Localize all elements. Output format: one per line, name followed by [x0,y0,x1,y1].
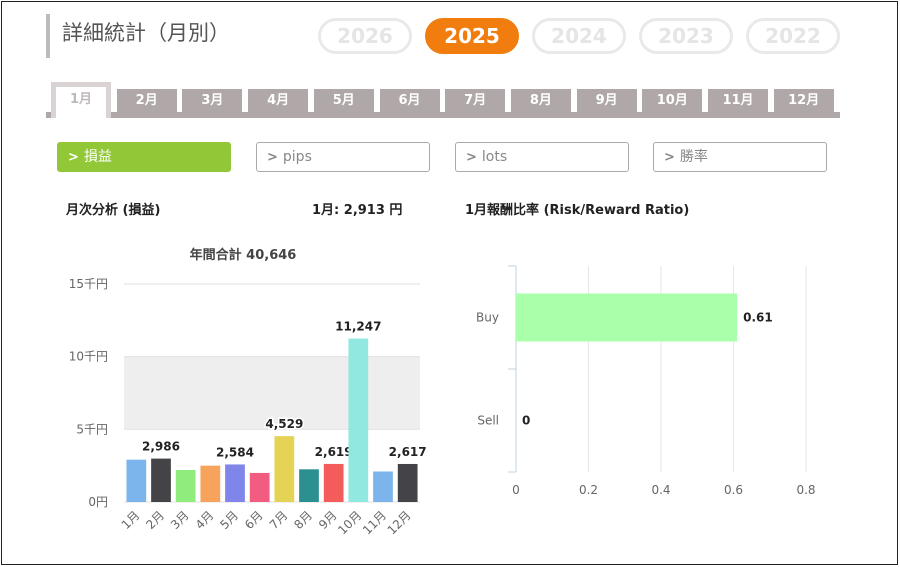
year-pill-2026[interactable]: 2026 [318,18,412,54]
tab-month-12[interactable]: 12月 [773,89,834,113]
data-label: 11,247 [335,320,381,334]
filter-button-3[interactable]: > lots [455,142,629,172]
tab-month-8[interactable]: 8月 [510,89,571,113]
x-tick-label: 12月 [385,508,414,537]
x-tick-label: 8月 [291,508,315,532]
filter-label: lots [481,149,508,165]
data-label: 4,529 [265,417,303,431]
x-tick-label: 10月 [335,508,364,537]
bar-2月 [151,458,171,502]
x-tick-label: 4月 [193,508,217,532]
y-tick-label: 5千円 [76,422,108,436]
tab-month-2[interactable]: 2月 [116,89,177,113]
chart-title: 年間合計 40,646 [190,247,297,263]
bar-12月 [397,463,418,502]
tab-month-1[interactable]: 1月 [51,82,111,118]
filter-button-1[interactable]: > 損益 [57,142,231,172]
monthly-analysis-heading: 月次分析 (損益) [66,203,161,218]
x-tick-label: 5月 [217,508,241,532]
x-tick-label: 1月 [119,508,143,532]
tab-month-4[interactable]: 4月 [248,89,309,113]
year-pill-2022[interactable]: 2022 [746,18,840,54]
risk-reward-heading: 1月報酬比率 (Risk/Reward Ratio) [465,203,690,218]
tab-month-6[interactable]: 6月 [379,89,440,113]
filter-label: 勝率 [679,149,708,165]
bar-9月 [323,463,344,502]
filter-button-4[interactable]: > 勝率 [653,142,827,172]
bar-6月 [249,472,270,502]
plot-band [124,356,420,430]
tab-month-3[interactable]: 3月 [182,89,243,113]
filter-button-2[interactable]: > pips [256,142,430,172]
tab-month-5[interactable]: 5月 [313,89,374,113]
month-tabs-bar [46,112,840,118]
tab-month-9[interactable]: 9月 [576,89,637,113]
page-title: 詳細統計（月別） [46,14,230,58]
data-label: 2,619 [315,445,353,459]
y-tick-label: 15千円 [69,277,108,291]
data-label: 2,584 [216,445,254,459]
bar-10月 [348,338,369,502]
data-label: 2,986 [142,440,180,454]
chevron-right-icon: > [466,150,477,165]
monthly-pnl-chart: 年間合計 40,646 0円 5千円 10千円 15千円 1月 2,986 2月 3月 4月 2,5… [69,247,428,537]
y-tick-label: 0円 [88,495,108,509]
y-tick-label: 10千円 [69,350,108,364]
x-tick-label: 7月 [267,508,291,532]
bar-11月 [373,471,393,502]
data-label: 2,617 [389,445,427,459]
tab-month-11[interactable]: 11月 [708,89,768,113]
x-tick-label: 3月 [168,508,192,532]
year-pill-2025[interactable]: 2025 [425,18,519,54]
bar-5月 [225,464,245,502]
chevron-right-icon: > [68,150,79,165]
filter-label: pips [282,149,312,165]
year-pill-2024[interactable]: 2024 [532,18,626,54]
tab-month-7[interactable]: 7月 [445,89,506,113]
x-tick-label: 11月 [360,508,389,537]
bar-4月 [200,465,221,502]
chevron-right-icon: > [664,150,675,165]
bar-1月 [126,459,147,502]
year-pill-2023[interactable]: 2023 [639,18,733,54]
filter-label: 損益 [83,149,112,165]
bar-8月 [299,469,319,502]
month-summary: 1月: 2,913 円 [312,203,403,218]
bar-7月 [274,436,295,502]
tab-month-10[interactable]: 10月 [642,89,703,113]
bar-3月 [175,470,196,502]
chevron-right-icon: > [267,150,278,165]
x-tick-label: 6月 [242,508,266,532]
x-tick-label: 2月 [143,508,167,532]
